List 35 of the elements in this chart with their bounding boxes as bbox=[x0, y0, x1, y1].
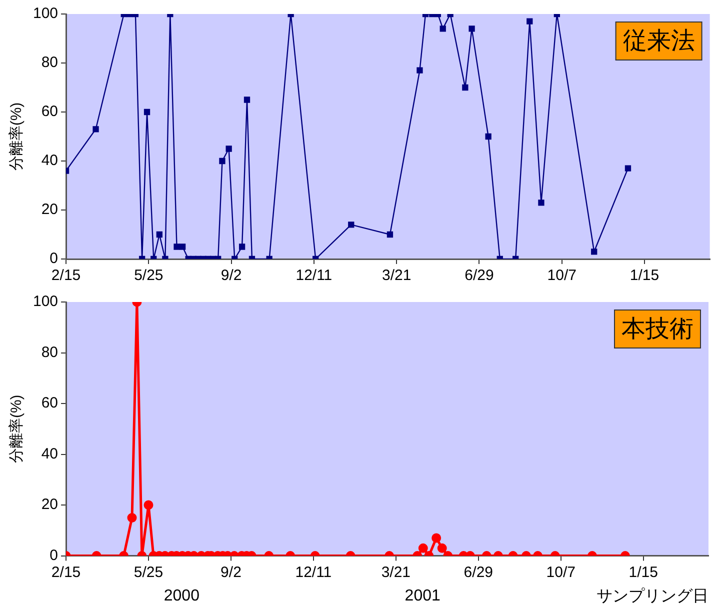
y-tick-label: 40 bbox=[41, 152, 58, 170]
x-tick-label: 10/7 bbox=[546, 564, 576, 581]
x-tick-label: 2/15 bbox=[51, 267, 81, 284]
x-tick-label: 1/15 bbox=[630, 267, 660, 284]
x-tick-label: 2/15 bbox=[51, 564, 81, 581]
x-tick-label: 10/7 bbox=[547, 267, 576, 284]
y-tick-label: 40 bbox=[41, 445, 58, 462]
y-tick-label: 100 bbox=[32, 293, 58, 310]
annotation: 本技術 bbox=[622, 316, 694, 343]
x-tick-label: 12/11 bbox=[296, 267, 332, 284]
x-tick-label: 3/21 bbox=[382, 267, 412, 284]
x-tick-label: 9/2 bbox=[220, 267, 242, 284]
text: 2001 bbox=[404, 587, 440, 604]
y-tick-label: 60 bbox=[41, 103, 58, 120]
y-tick-label: 60 bbox=[41, 394, 58, 412]
y-tick-label: 0 bbox=[50, 546, 58, 564]
x-tick-label: 5/25 bbox=[134, 564, 164, 581]
text: 2000 bbox=[164, 587, 200, 604]
x-tick-label: 5/25 bbox=[134, 267, 164, 284]
x-tick-label: 3/21 bbox=[381, 564, 411, 581]
x-axis-title: サンプリング日 bbox=[596, 586, 708, 605]
y-tick-label: 100 bbox=[32, 5, 58, 22]
y-axis-title: 分離率(%) bbox=[8, 394, 26, 464]
y-tick-label: 20 bbox=[41, 496, 58, 514]
x-tick-label: 6/29 bbox=[464, 267, 494, 284]
y-axis-title: 分離率(%) bbox=[8, 102, 26, 171]
annotation: 従来法 bbox=[622, 28, 695, 55]
x-tick-label: 6/29 bbox=[464, 564, 493, 581]
y-tick-label: 80 bbox=[41, 344, 58, 361]
x-tick-label: 9/2 bbox=[220, 564, 242, 581]
y-tick-label: 80 bbox=[41, 54, 58, 72]
x-tick-label: 1/15 bbox=[628, 564, 658, 581]
y-tick-label: 0 bbox=[50, 250, 58, 268]
y-tick-label: 20 bbox=[41, 201, 58, 218]
x-tick-label: 12/11 bbox=[295, 564, 332, 581]
